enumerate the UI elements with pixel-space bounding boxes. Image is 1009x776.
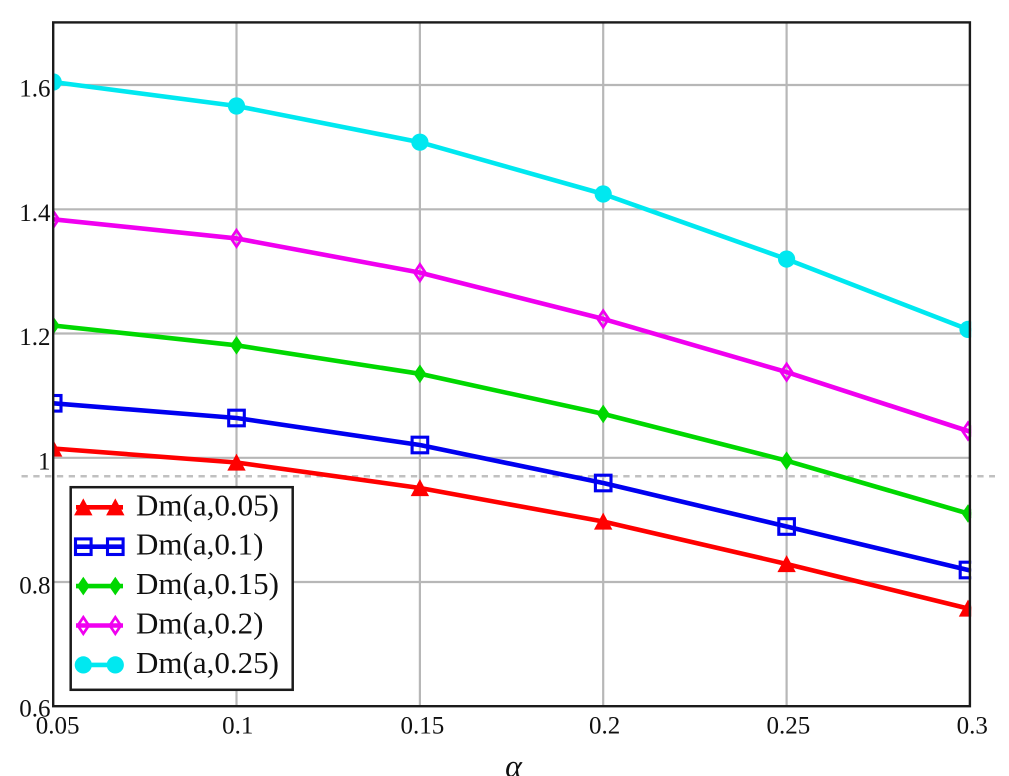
svg-text:0.25: 0.25 (767, 713, 811, 740)
svg-text:0.6: 0.6 (19, 696, 50, 723)
svg-text:0.05: 0.05 (36, 713, 80, 740)
svg-text:1: 1 (38, 448, 51, 475)
svg-text:1.2: 1.2 (19, 324, 50, 351)
svg-text:Dm(a,0.15): Dm(a,0.15) (136, 566, 279, 601)
svg-text:Dm(a,0.05): Dm(a,0.05) (136, 487, 279, 522)
svg-text:1.4: 1.4 (19, 200, 51, 227)
svg-text:1.6: 1.6 (19, 76, 50, 103)
svg-text:0.2: 0.2 (589, 713, 620, 740)
svg-text:Dm(a,0.25): Dm(a,0.25) (136, 645, 279, 680)
svg-text:0.8: 0.8 (19, 573, 50, 600)
svg-text:Dm(a,0.1): Dm(a,0.1) (136, 527, 263, 562)
svg-text:Dm(a,0.2): Dm(a,0.2) (136, 606, 263, 641)
svg-text:0.3: 0.3 (957, 713, 988, 740)
svg-text:α: α (505, 748, 523, 776)
svg-text:0.15: 0.15 (401, 713, 445, 740)
svg-text:0.1: 0.1 (222, 713, 253, 740)
